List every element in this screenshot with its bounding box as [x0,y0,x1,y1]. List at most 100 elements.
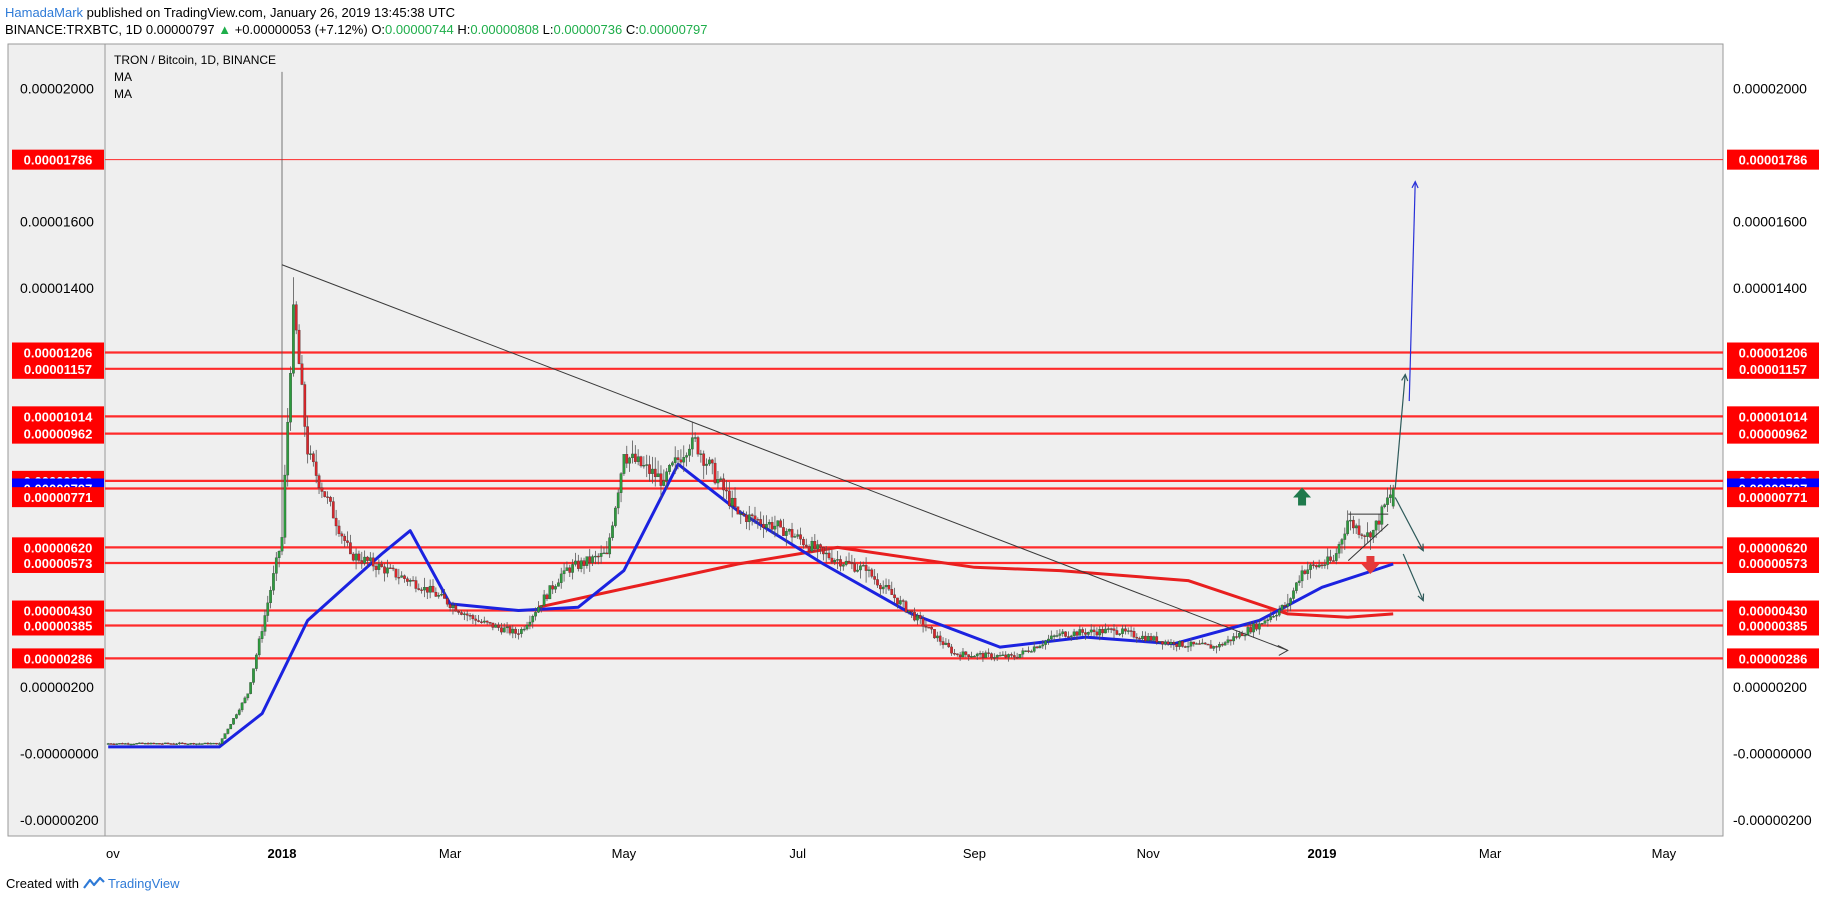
candle-195 [662,469,666,487]
candle-body-198 [671,462,674,466]
candle-body-115 [434,591,438,597]
legend-ma-2: MA [114,87,132,101]
candle-363 [1141,631,1144,642]
candle-122 [454,602,458,612]
price-label-bg-right-11 [1727,615,1819,636]
candle-93 [371,552,375,572]
candle-103 [400,571,404,578]
candle-389 [1215,645,1218,654]
candle-body-202 [682,457,686,463]
candle-body-256 [836,559,839,561]
candle-body-345 [1089,629,1093,633]
price-label-text-left-11: 0.00000385 [24,618,93,633]
candle-196 [665,468,669,490]
projection-up-arrow-head [1401,373,1409,382]
candle-342 [1081,627,1085,636]
candle-body-449 [1386,497,1389,505]
candle-body-47 [240,702,244,711]
candle-117 [440,589,443,597]
candle-5 [121,742,124,745]
tradingview-brand-link[interactable]: TradingView [108,876,180,891]
price-label-text-right-1: 0.00001206 [1739,346,1808,361]
candle-body-199 [673,457,677,463]
candle-384 [1200,638,1204,645]
y-tick-left-5: -0.00000200 [20,812,99,828]
candle-body-404 [1257,623,1261,630]
candle-227 [753,506,757,525]
candle-body-105 [406,578,409,582]
price-label-text-left-10: 0.00000430 [24,604,93,619]
candle-body-446 [1377,520,1381,525]
candle-293 [941,637,945,649]
author-link[interactable]: HamadaMark [5,5,84,20]
candle-body-308 [984,652,988,658]
candle-318 [1012,651,1016,661]
candle-238 [784,528,788,546]
candle-body-318 [1012,655,1016,658]
candle-416 [1292,587,1295,602]
candle-221 [736,506,740,515]
candle-71 [309,445,312,460]
candle-256 [836,550,839,570]
candle-body-220 [733,497,737,507]
candle-226 [750,513,754,526]
candle-body-196 [665,471,669,482]
candle-28 [186,743,190,746]
candle-396 [1235,631,1238,640]
candle-body-414 [1286,603,1290,607]
candle-body-294 [944,642,948,645]
x-tick-2: Mar [439,846,462,861]
candle-113 [428,579,432,599]
candle-169 [588,548,592,572]
candle-body-325 [1032,646,1036,652]
candle-144 [517,628,520,640]
candle-body-32 [198,743,201,745]
candle-333 [1055,630,1059,638]
candle-body-24 [175,743,178,745]
candle-body-338 [1069,635,1073,638]
price-label-text-left-2: 0.00001157 [24,362,92,377]
candle-body-110 [420,589,423,591]
candle-155 [548,585,552,600]
candle-240 [790,522,794,543]
candle-19 [160,742,164,745]
candle-body-291 [935,635,939,639]
candle-body-136 [494,624,498,628]
candle-body-10 [135,743,139,745]
candle-body-337 [1067,636,1070,638]
candle-body-98 [386,567,389,574]
candle-220 [733,487,737,509]
candle-118 [443,588,446,599]
candle-body-259 [844,560,848,565]
candle-body-153 [542,594,546,606]
candle-body-379 [1186,646,1190,648]
candle-body-194 [659,473,663,486]
candle-body-266 [864,565,868,571]
candle-body-281 [907,610,911,613]
candle-body-93 [371,557,375,567]
candle-body-50 [249,682,253,694]
candle-body-287 [924,626,928,628]
candle-body-66 [294,304,298,331]
candle-body-130 [477,620,480,622]
candle-body-82 [340,533,344,537]
candle-body-149 [531,616,535,623]
candle-body-406 [1263,620,1267,624]
chart-header: HamadaMark published on TradingView.com,… [0,0,1828,40]
candle-body-131 [480,621,483,623]
price-label-bg-left-12 [12,648,104,669]
candle-body-41 [223,733,227,739]
candle-body-359 [1129,630,1133,632]
candle-body-307 [981,653,985,658]
candle-body-190 [648,464,651,474]
candle-395 [1232,633,1236,645]
candle-body-28 [186,743,190,746]
plot-area[interactable] [7,43,1724,837]
candle-body-218 [727,490,731,507]
candle-185 [633,445,637,464]
candle-332 [1052,634,1056,642]
candle-336 [1064,631,1067,638]
candle-309 [987,648,990,658]
candle-328 [1041,640,1045,649]
